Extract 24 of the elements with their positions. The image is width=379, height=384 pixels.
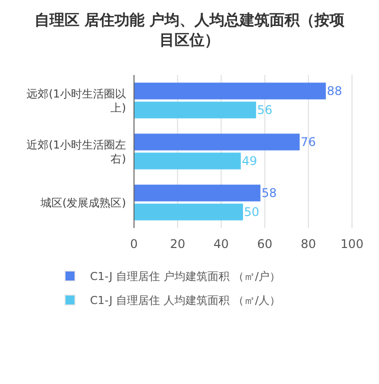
data-label: 58 xyxy=(261,186,277,200)
x-tick-label: 100 xyxy=(340,237,364,251)
x-tick-label: 20 xyxy=(170,237,186,251)
bar xyxy=(134,102,256,118)
legend-label: C1-J 自理居住 人均建筑面积 （㎡/人） xyxy=(90,294,281,307)
x-tick-label: 80 xyxy=(300,237,316,251)
y-tick-label: 远郊(1小时生活圈以上) xyxy=(26,87,126,114)
bar xyxy=(134,204,243,220)
bar xyxy=(134,134,300,150)
data-label: 50 xyxy=(244,205,260,220)
chart-title: 自理区 居住功能 户均、人均总建筑面积（按项目区位） xyxy=(34,11,346,49)
data-label: 88 xyxy=(326,84,342,98)
bar xyxy=(134,82,326,100)
x-tick-label: 40 xyxy=(214,237,229,251)
data-label: 49 xyxy=(242,154,258,168)
legend-label: C1-J 自理居住 户均建筑面积 （㎡/户） xyxy=(90,270,281,283)
data-label: 56 xyxy=(257,103,272,118)
x-tick-label: 0 xyxy=(130,237,138,251)
data-label: 76 xyxy=(300,135,316,150)
x-tick-label: 60 xyxy=(257,237,272,251)
bar xyxy=(134,184,260,202)
bar xyxy=(134,152,241,170)
y-tick-label: 近郊(1小时生活圈左右) xyxy=(26,138,126,166)
y-tick-label: 城区(发展成熟区) xyxy=(39,196,126,210)
